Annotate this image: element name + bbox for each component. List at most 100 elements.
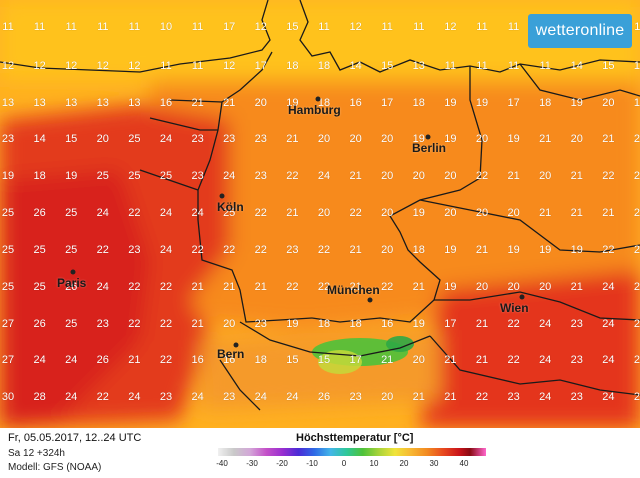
grid-temperature-value: 20 bbox=[381, 244, 394, 256]
grid-temperature-value: 23 bbox=[128, 244, 141, 256]
grid-temperature-value: 21 bbox=[507, 170, 520, 182]
city-label[interactable]: Köln bbox=[217, 200, 244, 214]
grid-temperature-value: 20 bbox=[412, 170, 425, 182]
grid-temperature-value: 11 bbox=[191, 60, 204, 72]
legend-tick-label: 20 bbox=[399, 459, 409, 468]
grid-temperature-value: 21 bbox=[633, 133, 640, 145]
footer-panel: Fr, 05.05.2017, 12..24 UTC Sa 12 +324h M… bbox=[0, 428, 640, 478]
grid-temperature-value: 22 bbox=[191, 244, 204, 256]
grid-temperature-value: 19 bbox=[286, 318, 299, 330]
grid-temperature-value: 15 bbox=[602, 60, 615, 72]
grid-temperature-value: 21 bbox=[412, 281, 425, 293]
border-switzerland bbox=[239, 321, 431, 357]
grid-temperature-value: 20 bbox=[349, 133, 362, 145]
border-austria bbox=[434, 291, 640, 321]
grid-temperature-value: 21 bbox=[412, 391, 425, 403]
grid-temperature-value: 18 bbox=[349, 318, 362, 330]
grid-temperature-value: 18 bbox=[286, 60, 299, 72]
grid-temperature-value: 25 bbox=[1, 207, 15, 219]
grid-temperature-value: 13 bbox=[96, 97, 109, 109]
grid-temperature-value: 20 bbox=[223, 318, 236, 330]
grid-temperature-value: 24 bbox=[159, 133, 173, 145]
grid-temperature-value: 23 bbox=[286, 244, 299, 256]
grid-temperature-value: 21 bbox=[633, 207, 640, 219]
grid-temperature-value: 22 bbox=[317, 281, 331, 293]
city-label[interactable]: Hamburg bbox=[288, 103, 341, 117]
grid-temperature-value: 10 bbox=[159, 21, 173, 33]
grid-temperature-value: 25 bbox=[65, 318, 78, 330]
grid-temperature-value: 19 bbox=[444, 133, 457, 145]
grid-temperature-value: 12 bbox=[33, 60, 46, 72]
grid-temperature-value: 13 bbox=[412, 60, 425, 72]
grid-temperature-value: 22 bbox=[128, 207, 141, 219]
grid-temperature-value: 15 bbox=[286, 354, 299, 366]
grid-temperature-value: 21 bbox=[602, 133, 615, 145]
grid-temperature-value: 23 bbox=[254, 133, 267, 145]
grid-temperature-value: 26 bbox=[96, 354, 109, 366]
grid-temperature-value: 16 bbox=[159, 97, 173, 109]
grid-temperature-value: 22 bbox=[128, 318, 141, 330]
grid-temperature-value: 21 bbox=[633, 170, 640, 182]
grid-temperature-value: 24 bbox=[633, 354, 640, 366]
grid-temperature-value: 11 bbox=[33, 21, 46, 33]
grid-temperature-value: 18 bbox=[317, 97, 331, 109]
legend-tick-label: 30 bbox=[429, 459, 439, 468]
grid-temperature-value: 11 bbox=[381, 21, 393, 33]
grid-temperature-value: 23 bbox=[633, 391, 640, 403]
grid-temperature-value: 21 bbox=[444, 354, 457, 366]
grid-temperature-value: 24 bbox=[602, 354, 615, 366]
grid-temperature-value: 20 bbox=[444, 207, 457, 219]
grid-temperature-value: 20 bbox=[602, 97, 615, 109]
grid-temperature-value: 19 bbox=[65, 170, 78, 182]
grid-temperature-value: 20 bbox=[507, 281, 520, 293]
grid-temperature-value: 20 bbox=[96, 133, 109, 145]
legend-tick-label: -40 bbox=[216, 459, 228, 468]
legend-tick-label: 40 bbox=[459, 459, 469, 468]
city-label[interactable]: Wien bbox=[500, 301, 529, 315]
coastline-denmark bbox=[299, 0, 640, 73]
grid-temperature-value: 22 bbox=[223, 244, 236, 256]
grid-temperature-value: 21 bbox=[191, 281, 204, 293]
grid-temperature-value: 24 bbox=[539, 391, 552, 403]
grid-temperature-value: 20 bbox=[539, 281, 552, 293]
grid-temperature-value: 19 bbox=[507, 133, 520, 145]
grid-temperature-value: 16 bbox=[191, 354, 204, 366]
grid-temperature-value: 19 bbox=[412, 318, 425, 330]
grid-temperature-value: 22 bbox=[507, 318, 520, 330]
legend-tick-label: -30 bbox=[246, 459, 258, 468]
grid-temperature-value: 24 bbox=[96, 281, 109, 293]
grid-temperature-value: 19 bbox=[475, 97, 489, 109]
grid-temperature-value: 21 bbox=[349, 170, 362, 182]
grid-temperature-value: 25 bbox=[96, 170, 109, 182]
grid-temperature-value: 12 bbox=[128, 60, 141, 72]
grid-temperature-value: 20 bbox=[317, 133, 331, 145]
grid-temperature-value: 13 bbox=[1, 97, 15, 109]
grid-temperature-value: 19 bbox=[1, 170, 15, 182]
grid-temperature-value: 12 bbox=[1, 60, 15, 72]
city-label[interactable]: München bbox=[327, 283, 380, 297]
grid-temperature-value: 23 bbox=[96, 318, 109, 330]
grid-temperature-value: 23 bbox=[223, 133, 236, 145]
grid-temperature-value: 24 bbox=[65, 391, 78, 403]
grid-temperature-value: 27 bbox=[1, 318, 15, 330]
city-label[interactable]: Berlin bbox=[412, 141, 447, 155]
grid-temperature-value: 24 bbox=[602, 281, 615, 293]
grid-temperature-value: 20 bbox=[507, 207, 520, 219]
grid-temperature-value: 22 bbox=[317, 244, 331, 256]
grid-temperature-value: 23 bbox=[570, 318, 583, 330]
grid-temperature-value: 18 bbox=[33, 170, 46, 182]
grid-temperature-value: 20 bbox=[475, 281, 489, 293]
grid-temperature-value: 26 bbox=[317, 391, 331, 403]
grid-temperature-value: 22 bbox=[159, 318, 173, 330]
grid-temperature-value: 24 bbox=[33, 354, 46, 366]
grid-temperature-value: 22 bbox=[602, 170, 615, 182]
model-name: Modell: GFS (NOAA) bbox=[8, 462, 102, 473]
grid-temperature-value: 20 bbox=[570, 133, 583, 145]
city-label[interactable]: Paris bbox=[57, 276, 87, 290]
grid-temperature-value: 20 bbox=[444, 170, 457, 182]
grid-temperature-value: 21 bbox=[286, 133, 299, 145]
city-label[interactable]: Bern bbox=[217, 347, 245, 361]
wetteronline-logo[interactable]: wetteronline bbox=[528, 14, 632, 48]
legend-tick-label: 0 bbox=[341, 459, 347, 468]
grid-temperature-value: 20 bbox=[381, 391, 394, 403]
